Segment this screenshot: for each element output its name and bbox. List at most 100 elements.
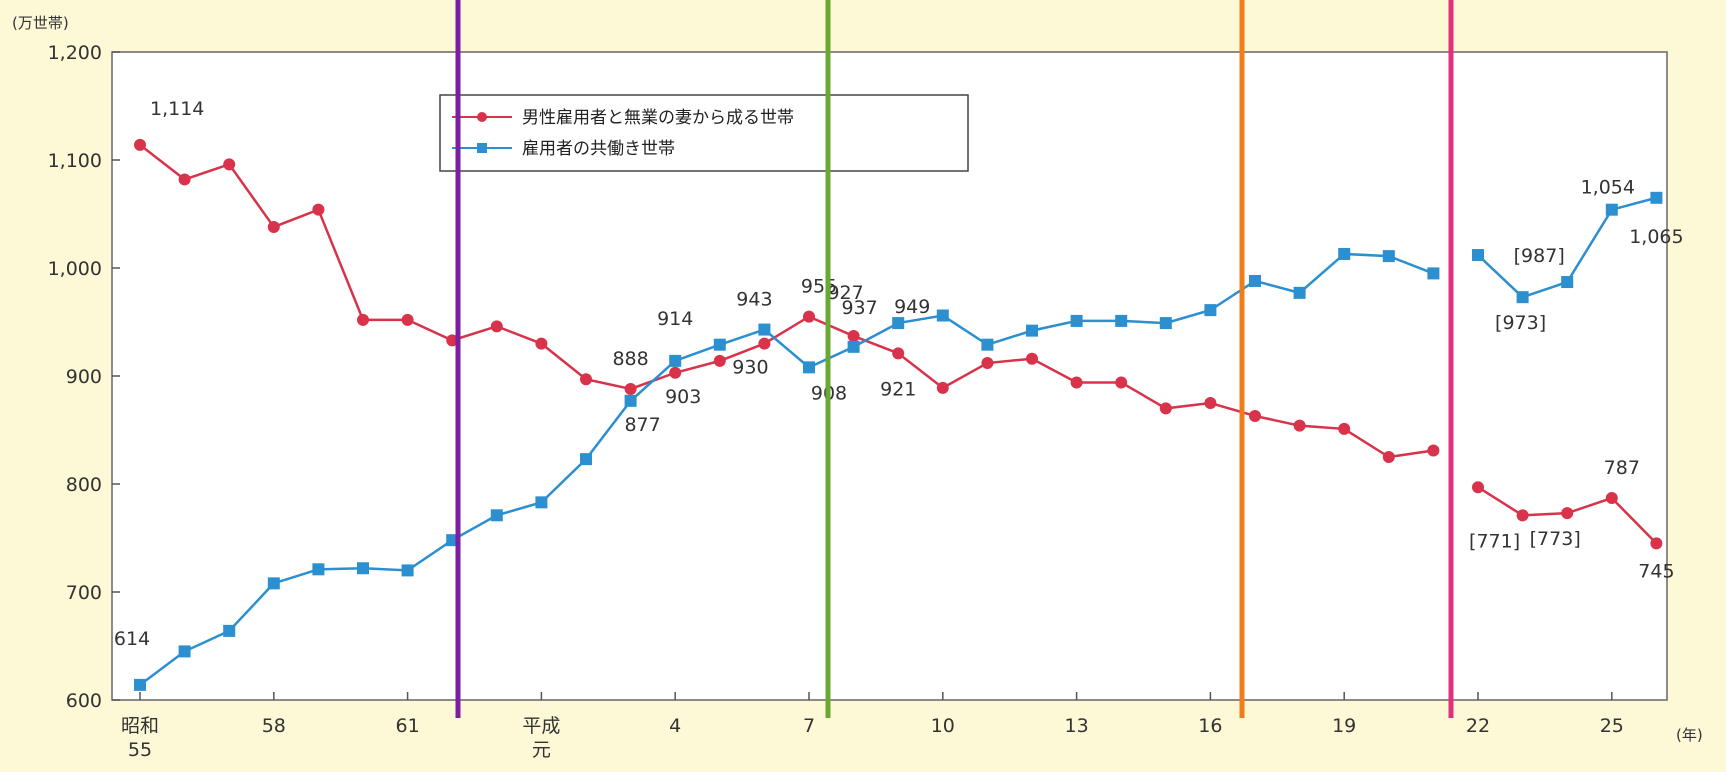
x-tick-label: 元 [532, 739, 551, 761]
series-1-point [312, 203, 325, 216]
series-2-point [223, 624, 236, 637]
series-2-point [892, 317, 905, 330]
data-label: 888 [612, 348, 648, 370]
series-1-point [490, 320, 503, 333]
series-1-point [1650, 537, 1663, 550]
series-1-point [1070, 376, 1083, 389]
series-2-point [357, 562, 369, 575]
x-tick-label: 19 [1332, 715, 1356, 737]
series-1-point [267, 220, 280, 233]
y-tick-label: 900 [66, 366, 102, 388]
data-label: 787 [1604, 457, 1640, 479]
x-tick-label: 58 [262, 715, 286, 737]
series-2-point [1516, 291, 1529, 304]
x-tick-label: 7 [803, 715, 815, 737]
series-1-point [134, 138, 146, 151]
y-tick-label: 800 [66, 474, 102, 496]
series-1-line [139, 143, 1434, 459]
series-2-point [1026, 324, 1038, 337]
series-2-point [713, 338, 726, 351]
x-tick-label: 10 [931, 715, 955, 737]
series-2-point [580, 453, 592, 466]
series-1-point [446, 334, 459, 347]
legend-marker-series-1 [477, 112, 487, 122]
legend: 男性雇用者と無業の妻から成る世帯 雇用者の共働き世帯 [439, 94, 969, 172]
series-2-point [1338, 247, 1351, 260]
data-label: [773] [1530, 528, 1581, 550]
series-1-point [1026, 352, 1038, 365]
y-tick-label: 700 [66, 582, 102, 604]
series-1-point [1382, 451, 1395, 463]
series-2-point [1605, 203, 1618, 216]
series-1-point [178, 173, 191, 186]
series-2-point [1650, 191, 1663, 204]
series-1-point [401, 313, 414, 326]
data-label: 745 [1638, 560, 1674, 582]
series-1-point [1472, 481, 1484, 494]
series-1-point [1293, 419, 1306, 432]
data-label: 937 [841, 297, 877, 319]
series-1-point [357, 313, 369, 326]
series-2-point [758, 323, 771, 336]
data-label: 877 [624, 414, 660, 436]
x-tick-label: 4 [669, 715, 681, 737]
x-tick-label: 61 [396, 715, 420, 737]
series-2-line [139, 252, 1434, 686]
series-1-point [981, 357, 994, 370]
x-tick-label: 昭和 [121, 715, 159, 737]
series-2-point [1115, 314, 1128, 327]
series-2-point [936, 309, 949, 322]
x-tick-label: 平成 [522, 715, 560, 737]
legend-label-series-1: 男性雇用者と無業の妻から成る世帯 [522, 108, 794, 128]
series-1-point [1561, 507, 1574, 520]
series-2-point [267, 577, 280, 590]
legend-label-series-2: 雇用者の共働き世帯 [522, 139, 675, 159]
data-label: 914 [657, 308, 693, 330]
series-2-point [401, 564, 414, 577]
x-tick-label: 55 [128, 739, 152, 761]
series-2-point [1561, 276, 1574, 289]
series-1-point [535, 337, 548, 350]
series-1-point [1605, 492, 1618, 505]
series-1-point [624, 382, 637, 395]
series-2-point [312, 563, 325, 576]
x-tick-label: 13 [1065, 715, 1089, 737]
series-1-point [1516, 509, 1529, 522]
data-label: 930 [732, 357, 768, 379]
series-1-point [1427, 444, 1440, 457]
data-label: 903 [665, 386, 701, 408]
series-2-point [1293, 286, 1306, 299]
y-tick-label: 1,100 [48, 150, 102, 172]
series-2-point [803, 361, 815, 374]
data-label: 1,054 [1581, 177, 1635, 199]
data-label: 1,065 [1629, 226, 1683, 248]
data-label: 614 [114, 628, 150, 650]
series-2-point [1382, 250, 1395, 263]
x-tick-label: 22 [1466, 715, 1490, 737]
x-tick-label: 25 [1600, 715, 1624, 737]
series-1-point [580, 373, 592, 386]
series-1-point [713, 354, 726, 367]
series-1-point [1159, 402, 1172, 415]
series-2-point [624, 394, 637, 407]
data-label: [771] [1469, 530, 1520, 552]
series-1-point [1249, 409, 1261, 422]
series-1-point [1115, 376, 1128, 389]
legend-marker-series-2 [477, 143, 487, 153]
series-2-point [1070, 314, 1083, 327]
series-1-point [1204, 397, 1217, 409]
data-label: [973] [1495, 312, 1546, 334]
data-label: 927 [827, 282, 863, 304]
series-1-point [892, 347, 905, 360]
series-1-point [758, 337, 771, 350]
series-2-point [847, 340, 860, 353]
series-2-point [490, 509, 503, 522]
data-label: 949 [894, 296, 930, 318]
series-2-point [981, 338, 994, 351]
y-tick-label: 1,000 [48, 258, 102, 280]
series-2-point [1249, 274, 1261, 287]
series-1-point [936, 381, 949, 394]
series-2-point [1159, 317, 1172, 330]
series-1-point [223, 158, 236, 171]
